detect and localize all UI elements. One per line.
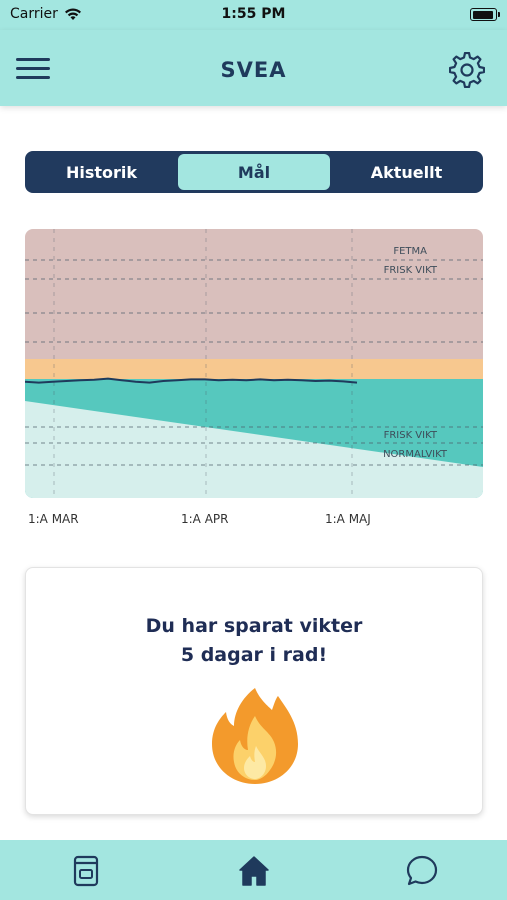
journal-icon[interactable] [69,854,103,888]
nav-bar: SVEA [0,30,507,106]
tab-historik-label: Historik [65,162,138,182]
tab-bar [0,840,507,900]
status-time: 1:55 PM [221,6,286,22]
weight-line [25,377,358,384]
status-carrier: Carrier [10,6,82,22]
x-tick-apr: 1:A APR [181,512,229,526]
streak-message: Du har sparat vikter 5 dagar i rad! [26,612,482,670]
streak-card: Du har sparat vikter 5 dagar i rad! [25,567,483,815]
normal-band [25,401,483,498]
app-title: SVEA [220,58,287,82]
x-tick-mar: 1:A MAR [28,512,79,526]
status-bar: Carrier 1:55 PM [0,0,507,30]
tab-aktuellt-label: Aktuellt [370,162,443,182]
tab-mal-label: Mål [237,162,271,182]
band-label-frisk-vikt-top: FRISK VIKT [384,265,438,276]
band-label-normalvikt: NORMALVIKT [383,449,448,460]
tab-mal[interactable]: Mål [178,151,330,193]
chat-bubble-icon[interactable] [405,854,439,888]
wifi-icon [64,7,81,20]
border-band [25,359,483,379]
selected-segment-highlight [178,154,330,190]
segmented-control: Historik Mål Aktuellt [25,151,483,193]
weight-chart: FETMA FRISK VIKT FRISK VIKT NORMALVIKT [25,229,483,498]
x-axis-labels: 1:A MAR 1:A APR 1:A MAJ [0,512,507,530]
battery-icon [470,8,500,21]
overweight-band [25,229,483,359]
tab-aktuellt[interactable]: Aktuellt [330,151,483,193]
home-icon[interactable] [237,854,271,888]
streak-line-2: 5 dagar i rad! [180,644,328,666]
fire-icon [212,688,298,784]
gear-icon[interactable] [448,51,486,89]
carrier-label: Carrier [10,6,58,22]
streak-line-1: Du har sparat vikter [145,615,363,637]
band-label-fetma: FETMA [393,246,427,257]
band-label-frisk-vikt-bottom: FRISK VIKT [384,430,438,441]
hamburger-menu-icon[interactable] [16,56,50,82]
tab-historik[interactable]: Historik [25,151,178,193]
x-tick-maj: 1:A MAJ [325,512,371,526]
